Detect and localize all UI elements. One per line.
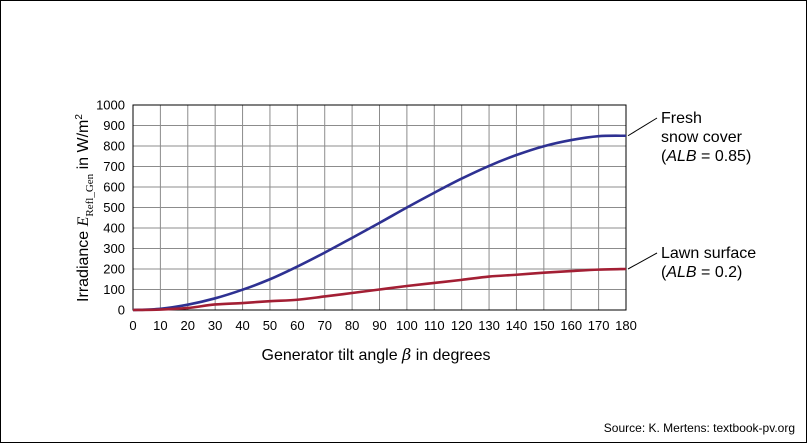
y-tick-label-3: 300	[103, 241, 125, 256]
x-tick-label-17: 170	[588, 318, 610, 333]
x-tick-label-18: 180	[615, 318, 637, 333]
x-tick-label-3: 30	[208, 318, 222, 333]
x-tick-labels: 0 10 20 30 40 50 60 70 80 90 100 110 120 130 140 150 160…	[129, 318, 636, 333]
y-axis-label-prefix: Irradiance	[75, 226, 92, 302]
annotations: Fresh snow cover (ALB = 0.85) Lawn surface(…	[661, 110, 756, 281]
x-tick-label-10: 100	[396, 318, 418, 333]
y-axis-label: Irradiance ERefl_Gen in W/m2	[74, 114, 96, 302]
x-tick-label-16: 160	[560, 318, 582, 333]
y-tick-label-6: 600	[103, 180, 125, 195]
y-tick-label-2: 200	[103, 262, 125, 277]
x-tick-label-2: 20	[181, 318, 195, 333]
y-axis-label-suffix: in W/m	[75, 120, 92, 174]
x-tick-label-8: 80	[345, 318, 359, 333]
x-axis-label-suffix: in degrees	[411, 347, 490, 364]
y-axis-label-superscript: 2	[74, 114, 85, 120]
x-tick-label-11: 110	[424, 318, 445, 333]
y-axis-label-subscript: Refl_Gen	[84, 173, 96, 216]
x-tick-label-13: 130	[478, 318, 500, 333]
series-line-1	[132, 267, 627, 312]
series-annotation-1: Lawn surface (ALB = 0.2)	[661, 245, 756, 281]
x-tick-label-6: 60	[290, 318, 304, 333]
y-tick-labels: 0 100 200 300 400 500 600 700 800 900 1000	[96, 98, 125, 318]
annotation-leaders	[627, 117, 658, 270]
x-tick-label-4: 40	[235, 318, 249, 333]
y-tick-label-8: 800	[103, 139, 125, 154]
annotation-leader-0	[627, 117, 658, 137]
series-lines	[132, 134, 627, 312]
x-axis-label-prefix: Generator tilt angle	[262, 347, 403, 364]
grid	[132, 104, 627, 311]
y-axis-label-symbol: E	[75, 216, 92, 227]
y-tick-label-5: 500	[103, 200, 125, 215]
x-tick-label-5: 50	[263, 318, 277, 333]
y-tick-label-0: 0	[118, 303, 125, 318]
y-tick-label-7: 700	[103, 159, 125, 174]
y-tick-label-4: 400	[103, 221, 125, 236]
x-axis-label: Generator tilt angle β in degrees	[262, 345, 491, 364]
x-tick-label-12: 120	[451, 318, 473, 333]
x-tick-label-0: 0	[129, 318, 136, 333]
x-tick-label-7: 70	[317, 318, 331, 333]
x-tick-label-15: 150	[533, 318, 555, 333]
x-tick-label-9: 90	[372, 318, 386, 333]
plot-area	[132, 104, 627, 311]
series-line-0	[132, 134, 627, 312]
source-credit: Source: K. Mertens: textbook-pv.org	[603, 421, 795, 435]
y-tick-label-1: 100	[103, 282, 125, 297]
x-tick-label-14: 140	[506, 318, 528, 333]
series-annotation-0: Fresh snow cover (ALB = 0.85)	[661, 110, 751, 165]
y-tick-label-10: 1000	[96, 98, 125, 113]
x-tick-label-1: 10	[153, 318, 167, 333]
x-axis-label-symbol: β	[401, 345, 411, 364]
y-tick-label-9: 900	[103, 118, 125, 133]
annotation-leader-1	[627, 252, 658, 270]
